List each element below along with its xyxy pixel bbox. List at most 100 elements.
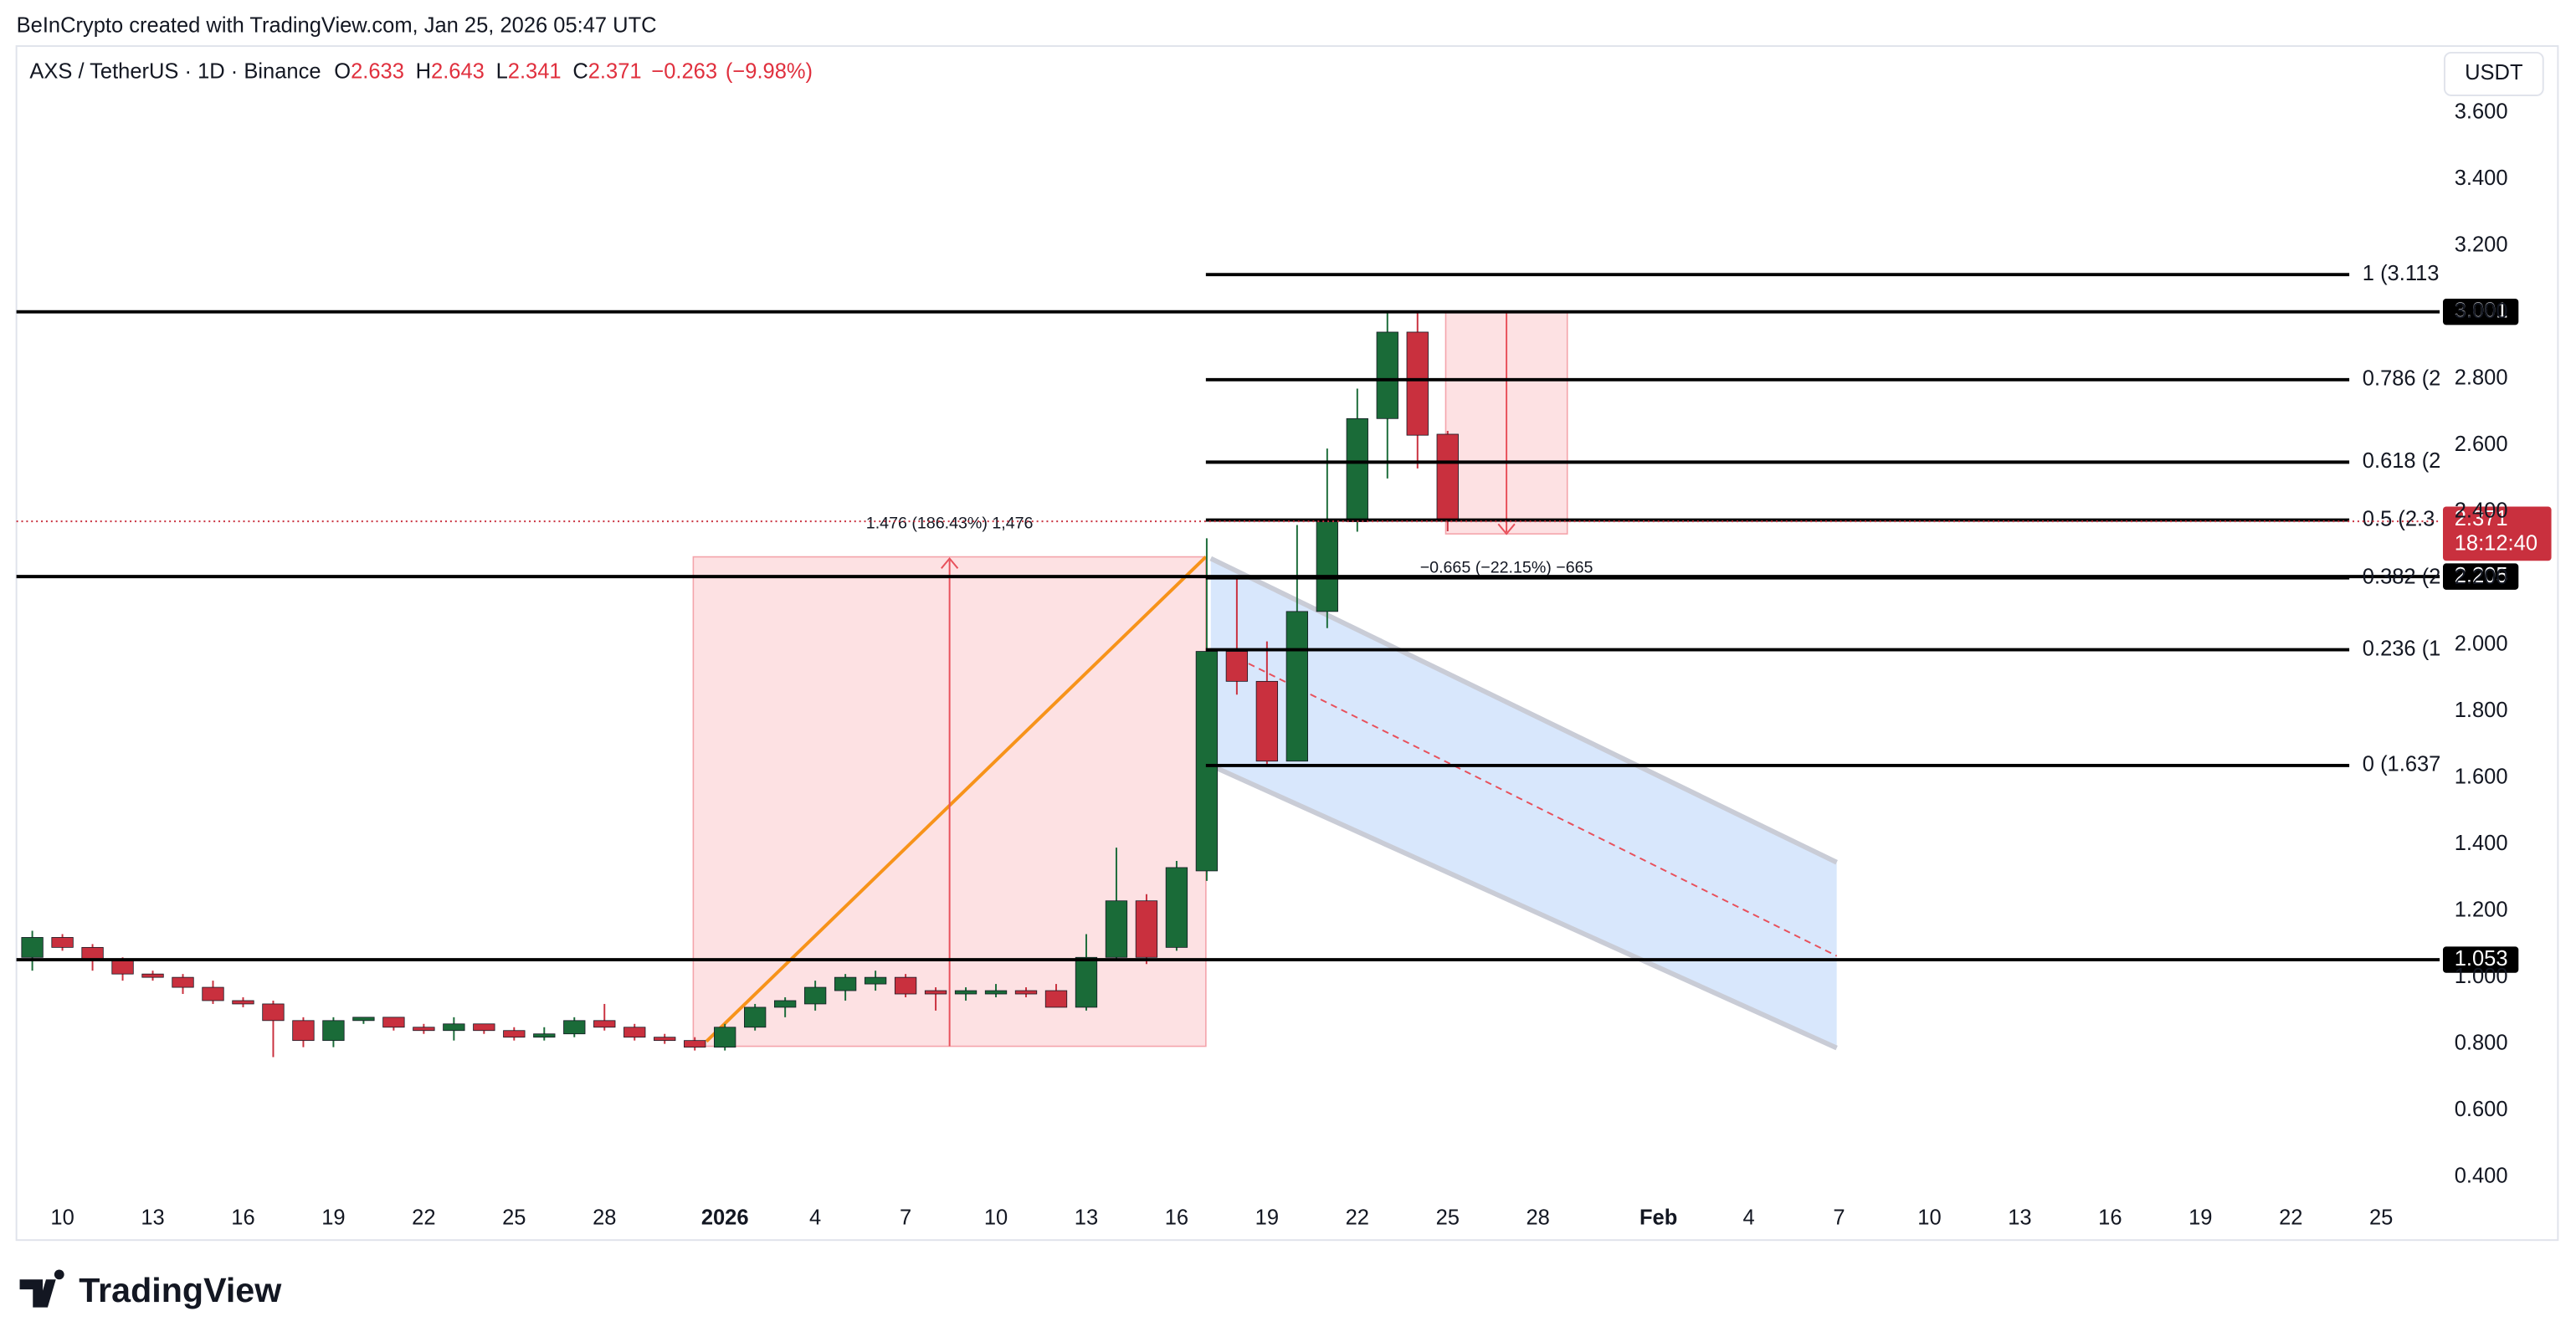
y-tick-label: 0.600: [2455, 1098, 2508, 1121]
candle-body: [593, 1020, 616, 1028]
last-price-tag: [2442, 506, 2552, 561]
x-tick-label: 10: [1917, 1206, 1941, 1229]
currency-box[interactable]: [2443, 51, 2544, 96]
fib-label: 0.786 (2: [2363, 367, 2441, 391]
arrow-head: [1497, 523, 1516, 535]
symbol-legend: AXS / TetherUS · 1D · Binance O2.633 H2.64…: [29, 59, 813, 83]
parallel-channel: [1210, 558, 1837, 1048]
legend-key: H: [416, 59, 431, 83]
candle-body: [1346, 417, 1368, 522]
candle-body: [413, 1027, 435, 1032]
candle-body: [894, 976, 917, 995]
candle-body: [322, 1020, 345, 1042]
measure-label: −0.665 (−22.15%) −665: [1420, 558, 1593, 576]
y-tick-label: 2.000: [2455, 632, 2508, 655]
candle-body: [141, 973, 164, 978]
currency[interactable]: USDT: [2465, 61, 2522, 85]
level-tag-label: 2.205: [2455, 564, 2508, 587]
candle-body: [1044, 990, 1068, 1008]
legend-key: O: [334, 59, 351, 83]
countdown-label: 18:12:40: [2455, 531, 2538, 555]
symbol: AXS / TetherUS · 1D · Binance: [29, 59, 321, 83]
candle-body: [1165, 867, 1188, 948]
fib-label: 0.236 (1: [2363, 637, 2441, 660]
candle-body: [1406, 331, 1429, 436]
candle-body: [473, 1023, 495, 1032]
candle-body: [292, 1020, 315, 1042]
y-tick-label: 2.400: [2455, 499, 2508, 522]
candle-body: [954, 990, 978, 995]
candle-body: [924, 990, 947, 995]
candle-body: [262, 1003, 285, 1022]
x-tick-label: 13: [2008, 1206, 2031, 1229]
channel-edge: [1209, 556, 1838, 865]
y-tick-label: 2.200: [2455, 566, 2508, 589]
candle-body: [443, 1023, 465, 1032]
candle-body: [684, 1040, 706, 1048]
candle-body: [1195, 651, 1219, 872]
x-tick-label: 13: [141, 1206, 164, 1229]
candle-body: [21, 937, 44, 958]
candle-body: [352, 1017, 375, 1022]
x-tick-label: 7: [1833, 1206, 1845, 1229]
y-tick-label: 1.200: [2455, 898, 2508, 921]
candle-body: [503, 1030, 526, 1038]
x-tick-label: 4: [809, 1206, 821, 1229]
y-tick-label: 1.600: [2455, 765, 2508, 788]
chart-frame: [15, 45, 2559, 1242]
candle-body: [382, 1017, 405, 1028]
fib-label: 0 (1.637: [2363, 753, 2441, 776]
level-tag: [2442, 946, 2519, 973]
x-tick-label: 28: [1527, 1206, 1550, 1229]
level-tag: [2442, 298, 2519, 325]
fib-label: 0.5 (2.3: [2363, 507, 2435, 530]
legend-change: −0.263: [651, 59, 717, 83]
legend-value: 2.371: [588, 59, 642, 83]
candle-body: [1135, 900, 1158, 958]
x-tick-label: Feb: [1640, 1206, 1677, 1229]
fib-label: 0.618 (2: [2363, 449, 2441, 473]
candle-body: [984, 990, 1008, 995]
candle-body: [563, 1020, 586, 1035]
x-tick-label: 16: [231, 1206, 254, 1229]
legend-change-percent: (−9.98%): [726, 59, 813, 83]
y-tick-label: 3.200: [2455, 233, 2508, 256]
x-tick-label: 22: [2279, 1206, 2302, 1229]
candle-body: [623, 1027, 646, 1038]
legend-key: C: [572, 59, 588, 83]
x-tick-label: 25: [1436, 1206, 1460, 1229]
candle-body: [714, 1027, 736, 1048]
candle-body: [744, 1006, 767, 1028]
candle-body: [1225, 651, 1249, 682]
y-tick-label: 3.400: [2455, 166, 2508, 190]
level-tag-label: 3.001: [2455, 299, 2508, 322]
candle-body: [172, 976, 194, 988]
last-price-label: 2.371: [2455, 507, 2508, 530]
y-tick-label: 0.400: [2455, 1164, 2508, 1187]
y-tick-label: 1.400: [2455, 832, 2508, 855]
x-tick-label: 22: [1346, 1206, 1369, 1229]
channel-midline: [1248, 663, 1838, 957]
x-tick-label: 4: [1742, 1206, 1754, 1229]
x-tick-label: 10: [50, 1206, 74, 1229]
candle-body: [51, 937, 74, 948]
arrow-head: [941, 557, 959, 569]
candles: [21, 312, 1459, 1058]
candle-body: [864, 976, 887, 985]
candle-body: [1316, 521, 1338, 612]
candle-body: [202, 986, 224, 1001]
candle-body: [834, 976, 857, 991]
x-tick-label: 13: [1075, 1206, 1098, 1229]
candle-body: [1105, 900, 1128, 958]
measure-label: 1.476 (186.43%) 1,476: [866, 514, 1034, 532]
candle-body: [111, 960, 134, 975]
y-tick-label: 3.600: [2455, 100, 2508, 123]
x-tick-label: 22: [412, 1206, 435, 1229]
level-tag: [2442, 563, 2519, 590]
y-tick-label: 1.800: [2455, 699, 2508, 722]
x-tick-label: 19: [1255, 1206, 1279, 1229]
legend-value: 2.341: [508, 59, 562, 83]
legend-value: 2.643: [431, 59, 485, 83]
